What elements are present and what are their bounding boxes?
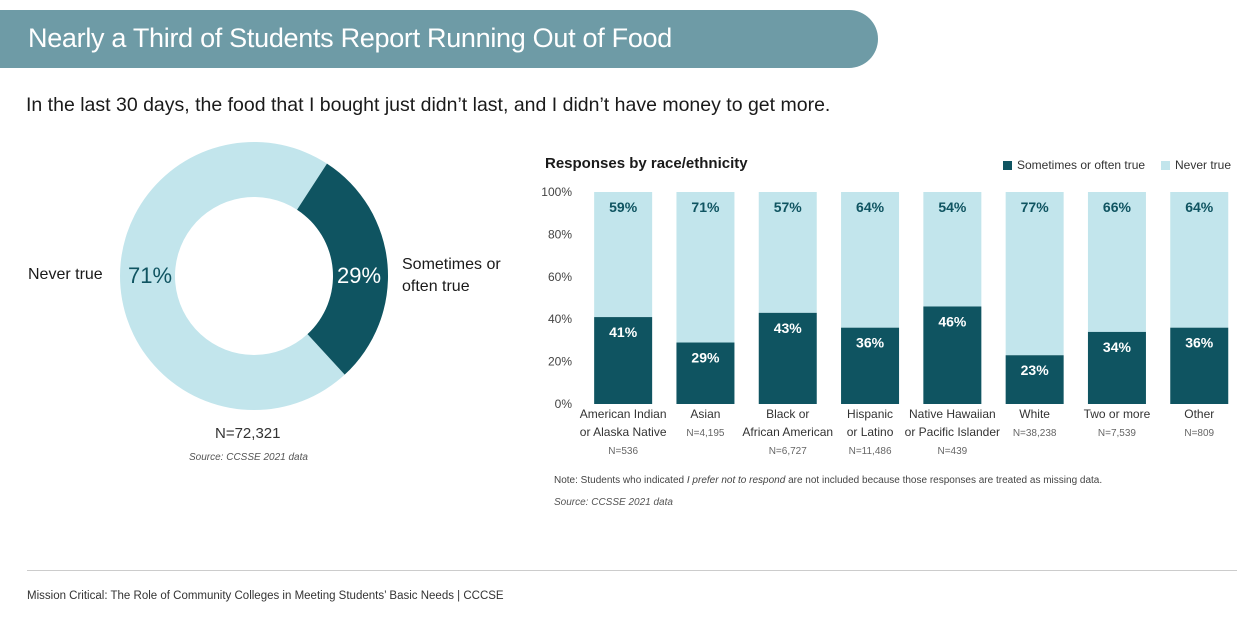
bar-sometimes-true (1170, 327, 1229, 404)
survey-question: In the last 30 days, the food that I bou… (26, 94, 831, 116)
data-label-never: 66% (1103, 199, 1132, 215)
bar-source: Source: CCSSE 2021 data (554, 497, 673, 508)
bar-never-true (594, 192, 653, 318)
data-label-never: 64% (856, 199, 885, 215)
x-category-label: Black or (766, 407, 809, 421)
donut-label-never: Never true (28, 266, 103, 283)
x-category-label: Two or more (1084, 407, 1151, 421)
note-suffix: are not included because those responses… (788, 475, 1103, 486)
stacked-bar-chart: 0% 20% 40% 60% 80% 100% 59% 41% American Indian o… (541, 185, 1229, 457)
x-category-n: N=4,195 (686, 428, 725, 439)
note-italic: I prefer not to respond (686, 475, 786, 486)
bar-never-true (1170, 192, 1229, 328)
bar-never-true (1005, 192, 1064, 356)
x-category-label-line2: or Latino (847, 425, 894, 439)
y-tick-label: 60% (548, 270, 572, 284)
bar-sometimes-true (923, 306, 982, 404)
footer-text: Mission Critical: The Role of Community … (27, 590, 504, 602)
x-category-label-line2: or Pacific Islander (905, 425, 1000, 439)
x-category-n: N=536 (608, 446, 638, 457)
data-label-never: 71% (691, 199, 720, 215)
donut-slice-never (120, 142, 345, 410)
x-category-label: Hispanic (847, 407, 893, 421)
donut-pct-never: 71% (128, 263, 173, 288)
donut-n-total: N=72,321 (215, 425, 281, 442)
bar-never-true (676, 192, 735, 343)
x-category-n: N=11,486 (849, 446, 892, 457)
donut-chart (120, 142, 388, 410)
chart-note: Note: Students who indicated I prefer no… (554, 475, 1102, 486)
data-label-never: 64% (1185, 199, 1214, 215)
x-category-label: Other (1184, 407, 1214, 421)
bar-never-true (841, 192, 900, 328)
y-tick-label: 20% (548, 355, 572, 369)
bar-never-true (758, 192, 817, 313)
bar-sometimes-true (594, 317, 653, 404)
y-tick-label: 0% (555, 397, 573, 411)
x-category-label-line2: African American (742, 425, 833, 439)
x-category-n: N=809 (1184, 428, 1214, 439)
x-category-label: American Indian (580, 407, 667, 421)
data-label-sometimes: 43% (774, 320, 803, 336)
donut-pct-sometimes: 29% (337, 263, 382, 288)
title-banner: Nearly a Third of Students Report Runnin… (0, 10, 878, 68)
bar-sometimes-true (758, 312, 817, 404)
data-label-sometimes: 41% (609, 324, 638, 340)
legend-swatch-dark (1003, 160, 1012, 170)
legend-item-sometimes: Sometimes or often true (1003, 158, 1145, 172)
data-label-sometimes: 46% (938, 313, 967, 329)
bar-sometimes-true (1087, 331, 1146, 404)
note-prefix: Note: Students who indicated (554, 475, 685, 486)
data-label-never: 77% (1021, 199, 1050, 215)
x-category-n: N=7,539 (1098, 428, 1137, 439)
legend-label-sometimes: Sometimes or often true (1017, 158, 1146, 172)
bar-never-true (923, 192, 982, 307)
legend-label-never: Never true (1175, 158, 1232, 172)
x-category-label: White (1019, 407, 1050, 421)
donut-label-sometimes: Sometimes or often true (402, 256, 501, 295)
data-label-sometimes: 36% (856, 335, 885, 351)
y-tick-label: 40% (548, 312, 572, 326)
data-label-sometimes: 23% (1021, 362, 1050, 378)
legend-swatch-light (1161, 160, 1170, 170)
y-tick-label: 100% (541, 185, 572, 199)
x-category-label: Native Hawaiian (909, 407, 996, 421)
donut-source: Source: CCSSE 2021 data (189, 452, 308, 463)
legend-item-never: Never true (1161, 158, 1231, 172)
bar-never-true (1087, 192, 1146, 332)
bar-chart-title: Responses by race/ethnicity (545, 155, 748, 172)
x-category-n: N=6,727 (769, 446, 808, 457)
x-category-label-line2: or Alaska Native (580, 425, 667, 439)
x-category-n: N=38,238 (1013, 428, 1057, 439)
bar-sometimes-true (841, 327, 900, 404)
data-label-never: 54% (938, 199, 967, 215)
donut-slice-sometimes (297, 163, 388, 375)
x-category-n: N=439 (937, 446, 967, 457)
x-category-label: Asian (690, 407, 720, 421)
data-label-sometimes: 34% (1103, 339, 1132, 355)
bar-sometimes-true (676, 342, 735, 404)
data-label-sometimes: 36% (1185, 335, 1214, 351)
y-tick-label: 80% (548, 227, 572, 241)
page-title: Nearly a Third of Students Report Runnin… (28, 23, 672, 53)
bar-sometimes-true (1005, 355, 1064, 404)
footer-divider (27, 570, 1237, 571)
data-label-sometimes: 29% (691, 350, 720, 366)
data-label-never: 57% (774, 199, 803, 215)
data-label-never: 59% (609, 199, 638, 215)
